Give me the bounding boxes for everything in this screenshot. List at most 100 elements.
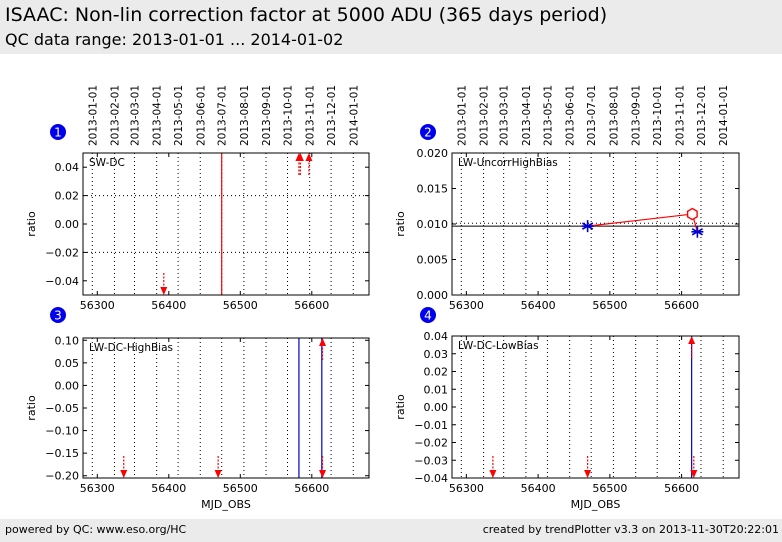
x-tick-label: 56500 (592, 299, 627, 312)
y-axis-label: ratio (394, 394, 407, 420)
out-of-range-arrow (489, 456, 497, 478)
page-title: ISAAC: Non-lin correction factor at 5000… (5, 4, 608, 26)
x-axis-label: MJD_OBS (201, 498, 251, 511)
chart-panel-4: 56300 56400 56500 56600 0.04 0.03 0.02 0.01 0.00… (394, 307, 740, 511)
panel-number-badge: 2 (420, 124, 436, 140)
y-tick-label: 0.01 (424, 383, 449, 396)
y-tick-label: 0.015 (417, 183, 449, 196)
date-tick-label: 2013-08-01 (239, 85, 251, 146)
panel-number-badge: 4 (420, 307, 436, 323)
plot-frame (451, 335, 740, 479)
y-tick-label: 0.02 (55, 190, 80, 203)
page-subtitle: QC data range: 2013-01-01 ... 2014-01-02 (5, 30, 344, 49)
x-tick-label: 56300 (449, 482, 484, 495)
date-tick-label: 2013-04-01 (521, 85, 533, 146)
date-tick-label: 2013-02-01 (109, 85, 121, 146)
y-tick-label: 0.005 (417, 254, 449, 267)
x-tick-label: 56500 (223, 482, 258, 495)
out-of-range-arrow (305, 153, 313, 175)
out-of-range-arrow (319, 338, 327, 360)
date-tick-label: 2013-09-01 (631, 85, 643, 146)
x-tick-label: 56300 (80, 299, 115, 312)
out-of-range-arrow (584, 456, 592, 478)
y-tick-label: −0.03 (414, 454, 448, 467)
date-tick-label: 2013-01-01 (456, 85, 468, 146)
date-tick-label: 2013-04-01 (152, 85, 164, 146)
date-tick-label: 2013-11-01 (305, 85, 317, 146)
y-tick-label: −0.02 (45, 246, 79, 259)
date-tick-label: 2014-01-01 (348, 85, 360, 146)
y-tick-label: −0.04 (45, 275, 79, 288)
x-tick-label: 56600 (664, 299, 699, 312)
panel-number: 1 (54, 126, 62, 140)
x-tick-label: 56500 (592, 482, 627, 495)
date-tick-label: 2013-05-01 (542, 85, 554, 146)
y-axis-label: ratio (25, 395, 38, 421)
out-of-range-arrow (319, 456, 327, 478)
x-tick-label: 56600 (294, 299, 329, 312)
x-tick-label: 56300 (449, 299, 484, 312)
out-of-range-arrow (690, 456, 698, 478)
date-tick-label: 2013-10-01 (282, 85, 294, 146)
date-tick-label: 2013-12-01 (696, 85, 708, 146)
x-tick-label: 56500 (223, 299, 258, 312)
date-tick-label: 2013-05-01 (173, 85, 185, 146)
y-tick-label: 0.05 (55, 357, 80, 370)
x-tick-label: 56300 (80, 482, 115, 495)
out-of-range-arrow (120, 456, 128, 478)
y-tick-label: 0.02 (424, 366, 449, 379)
data-point-hexagon (686, 207, 698, 221)
footer-created-by: created by trendPlotter v3.3 on 2013-11-… (482, 523, 779, 536)
panel-label: LW-DC-HighBias (89, 342, 173, 354)
y-tick-label: −0.20 (45, 470, 79, 483)
y-tick-label: 0.00 (424, 401, 449, 414)
y-tick-label: −0.04 (414, 472, 448, 485)
y-axis-label: ratio (25, 211, 38, 237)
x-tick-label: 56400 (151, 299, 186, 312)
footer-powered-by: powered by QC: www.eso.org/HC (5, 523, 187, 536)
panel-number-badge: 1 (50, 124, 66, 140)
y-tick-label: −0.02 (414, 437, 448, 450)
y-tick-label: 0.04 (424, 330, 449, 343)
panel-label: LW-DC-LowBias (458, 340, 539, 352)
x-tick-label: 56600 (294, 482, 329, 495)
x-tick-label: 56600 (664, 482, 699, 495)
panel-label: SW-DC (89, 157, 125, 169)
header-bar: ISAAC: Non-lin correction factor at 5000… (0, 0, 782, 54)
chart-panel-3: 56300 56400 56500 56600 0.10 0.05 0.00 −0.05 −0.… (25, 307, 370, 511)
y-tick-label: 0.04 (55, 161, 80, 174)
y-tick-label: 0.10 (55, 334, 80, 347)
y-tick-label: 0.03 (424, 348, 449, 361)
panel-label: LW-UncorrHighBias (458, 157, 558, 169)
y-tick-label: −0.10 (45, 425, 79, 438)
y-tick-label: 0.00 (55, 379, 80, 392)
data-layer (298, 338, 323, 478)
plot-frame (82, 152, 370, 296)
date-tick-label: 2013-12-01 (326, 85, 338, 146)
panel-number: 2 (424, 126, 432, 140)
date-tick-label: 2013-08-01 (608, 85, 620, 146)
panel-number: 4 (424, 309, 432, 323)
y-axis-label: ratio (394, 211, 407, 237)
y-tick-label: −0.15 (45, 447, 79, 460)
panel-number: 3 (54, 309, 62, 323)
out-of-range-arrow (160, 273, 168, 295)
date-tick-label: 2013-07-01 (217, 85, 229, 146)
y-tick-label: −0.05 (45, 402, 79, 415)
out-of-range-arrow (296, 153, 304, 175)
out-of-range-arrow (688, 336, 696, 358)
panel-number-badge: 3 (50, 307, 66, 323)
y-tick-label: 0.010 (417, 218, 449, 231)
plot-frame (451, 152, 740, 296)
series-line (587, 213, 693, 227)
chart-panel-1: 2013-01-01 2013-02-01 2013-03-01 2013-04-01… (25, 85, 370, 312)
date-tick-label: 2013-03-01 (129, 85, 141, 146)
date-tick-label: 2014-01-01 (718, 85, 730, 146)
x-axis-label: MJD_OBS (571, 498, 621, 511)
x-tick-label: 56400 (521, 482, 556, 495)
y-tick-label: 0.000 (417, 289, 449, 302)
chart-panel-2: 2013-01-01 2013-02-01 2013-03-01 2013-04-01… (394, 85, 740, 312)
date-tick-label: 2013-06-01 (195, 85, 207, 146)
date-tick-label: 2013-02-01 (479, 85, 491, 146)
date-tick-label: 2013-09-01 (261, 85, 273, 146)
